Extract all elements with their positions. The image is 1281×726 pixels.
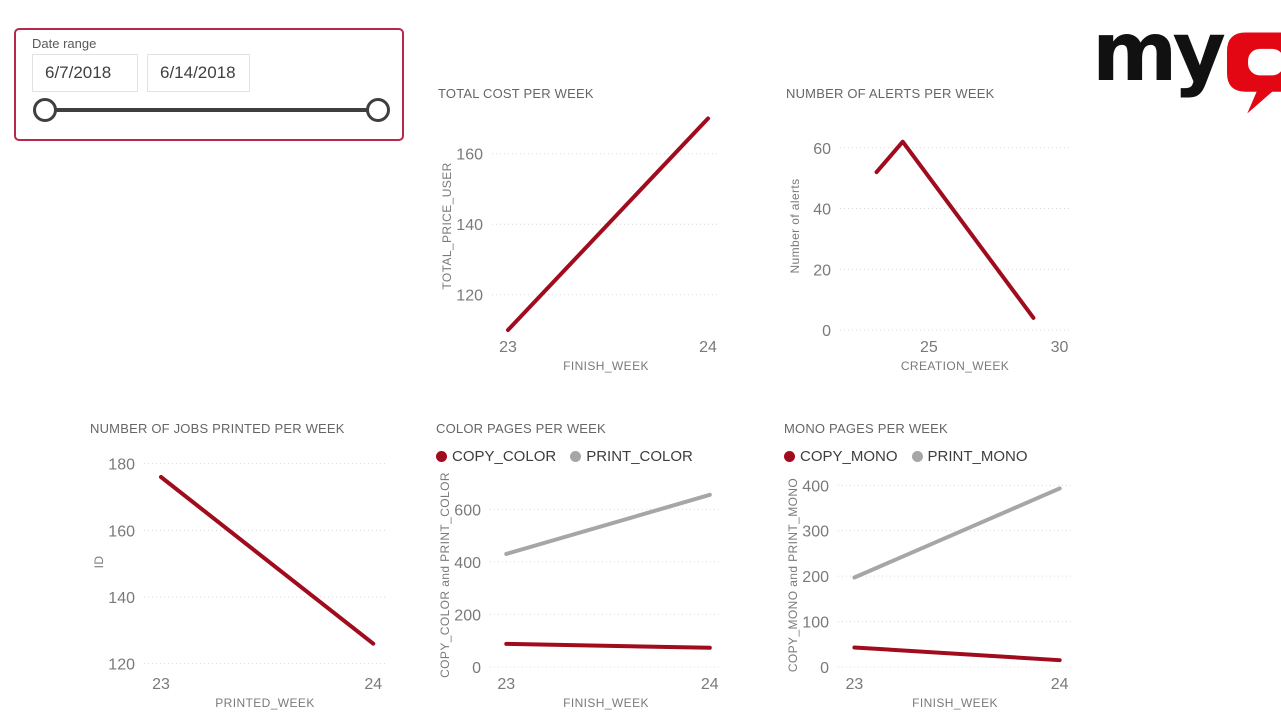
x-tick-label: 25 — [920, 339, 938, 356]
y-tick-label: 180 — [108, 457, 135, 474]
y-tick-label: 600 — [454, 502, 481, 519]
y-tick-label: 60 — [813, 141, 831, 158]
x-tick-label: 24 — [701, 676, 719, 693]
x-tick-label: 24 — [1051, 676, 1069, 693]
chart-legend: COPY_MONO PRINT_MONO — [784, 443, 1084, 469]
legend-item-PRINT_MONO[interactable]: PRINT_MONO — [911, 447, 1028, 465]
chart-title: MONO PAGES PER WEEK — [784, 421, 948, 436]
y-tick-label: 160 — [456, 147, 483, 164]
series-line-COPY_MONO[interactable] — [852, 645, 1062, 663]
chart-number-of-jobs-printed-per-week: NUMBER OF JOBS PRINTED PER WEEK 120 140 16… — [90, 421, 398, 713]
legend-label: PRINT_COLOR — [586, 447, 693, 465]
legend-label: PRINT_MONO — [927, 447, 1028, 465]
line-plot[interactable]: 120 140 160 180 23 24 PRINTED_WEEK ID — [90, 443, 398, 713]
y-tick-label: 140 — [456, 217, 483, 234]
line-plot[interactable]: 0 200 400 600 23 24 FINISH_WEEK COPY_COLOR and … — [436, 469, 734, 713]
y-tick-label: 200 — [802, 569, 829, 586]
y-tick-label: 400 — [454, 555, 481, 572]
chart-title: NUMBER OF ALERTS PER WEEK — [786, 86, 995, 101]
end-date-input[interactable] — [147, 54, 250, 92]
chart-number-of-alerts-per-week: NUMBER OF ALERTS PER WEEK 0 20 40 60 25 30 CRE… — [786, 86, 1082, 376]
x-tick-label: 23 — [497, 676, 515, 693]
legend-dot-icon — [784, 450, 795, 462]
y-tick-label: 100 — [802, 615, 829, 632]
legend-label: COPY_COLOR — [452, 447, 557, 465]
x-axis-title: FINISH_WEEK — [912, 696, 998, 710]
legend-item-COPY_MONO[interactable]: COPY_MONO — [784, 448, 898, 465]
date-range-label: Date range — [32, 36, 97, 51]
y-tick-label: 200 — [454, 607, 481, 624]
chart-mono-pages-per-week: MONO PAGES PER WEEK COPY_MONO PRINT_MONO … — [784, 421, 1084, 713]
x-tick-label: 30 — [1051, 339, 1069, 356]
legend-item-COPY_COLOR[interactable]: COPY_COLOR — [436, 448, 556, 465]
legend-dot-icon — [911, 450, 923, 462]
y-tick-label: 0 — [820, 660, 829, 677]
y-axis-title: Number of alerts — [788, 178, 802, 273]
legend-label: COPY_MONO — [800, 447, 898, 465]
y-tick-label: 0 — [472, 660, 481, 677]
chart-legend: COPY_COLOR PRINT_COLOR — [436, 443, 734, 469]
y-axis-title: COPY_COLOR and PRINT_COLOR — [438, 472, 452, 678]
y-axis-title: COPY_MONO and PRINT_MONO — [786, 478, 800, 672]
date-slider-handle-end[interactable] — [366, 98, 390, 122]
x-axis-title: FINISH_WEEK — [563, 359, 649, 373]
chart-color-pages-per-week: COLOR PAGES PER WEEK COPY_COLOR PRINT_COL… — [436, 421, 734, 713]
y-axis-title: ID — [92, 556, 106, 569]
logo-q-icon — [1226, 32, 1281, 119]
legend-dot-icon — [570, 450, 582, 462]
x-tick-label: 23 — [846, 676, 864, 693]
y-tick-label: 120 — [456, 288, 483, 305]
y-axis-title: TOTAL_PRICE_USER — [440, 162, 454, 289]
series-line-Number of alerts[interactable] — [874, 139, 1036, 320]
x-tick-label: 24 — [699, 339, 717, 356]
x-tick-label: 23 — [499, 339, 517, 356]
y-tick-label: 140 — [108, 590, 135, 607]
chart-total-cost-per-week: TOTAL COST PER WEEK 120 140 160 23 24 FINISH_… — [438, 86, 732, 376]
series-line-PRINT_COLOR[interactable] — [504, 492, 712, 556]
y-tick-label: 0 — [822, 323, 831, 340]
date-range-slicer: Date range — [14, 28, 404, 141]
x-tick-label: 24 — [364, 676, 382, 693]
line-plot[interactable]: 120 140 160 23 24 FINISH_WEEK TOTAL_PRICE_USER — [438, 108, 732, 376]
y-tick-label: 400 — [802, 478, 829, 495]
line-plot[interactable]: 0 20 40 60 25 30 CREATION_WEEK Number of alerts — [786, 108, 1082, 376]
myq-logo: my — [1092, 5, 1281, 114]
x-axis-title: FINISH_WEEK — [563, 696, 649, 710]
y-tick-label: 120 — [108, 657, 135, 674]
start-date-input[interactable] — [32, 54, 138, 92]
series-line-ID[interactable] — [158, 475, 376, 646]
legend-dot-icon — [436, 450, 447, 462]
x-axis-title: CREATION_WEEK — [901, 359, 1009, 373]
chart-title: NUMBER OF JOBS PRINTED PER WEEK — [90, 421, 345, 436]
chart-title: COLOR PAGES PER WEEK — [436, 421, 606, 436]
line-plot[interactable]: 0 100 200 300 400 23 24 FINISH_WEEK COPY_MONO an… — [784, 469, 1084, 713]
chart-title: TOTAL COST PER WEEK — [438, 86, 594, 101]
y-tick-label: 160 — [108, 523, 135, 540]
series-line-PRINT_MONO[interactable] — [852, 486, 1062, 580]
x-tick-label: 23 — [152, 676, 170, 693]
date-slider-track[interactable] — [45, 108, 378, 112]
date-slider-handle-start[interactable] — [33, 98, 57, 122]
y-tick-label: 40 — [813, 202, 831, 219]
x-axis-title: PRINTED_WEEK — [215, 696, 314, 710]
legend-item-PRINT_COLOR[interactable]: PRINT_COLOR — [570, 448, 693, 465]
logo-text-my: my — [1092, 5, 1226, 100]
series-line-COPY_COLOR[interactable] — [504, 641, 712, 650]
y-tick-label: 20 — [813, 262, 831, 279]
series-line-TOTAL_PRICE_USER[interactable] — [506, 116, 710, 332]
y-tick-label: 300 — [802, 524, 829, 541]
